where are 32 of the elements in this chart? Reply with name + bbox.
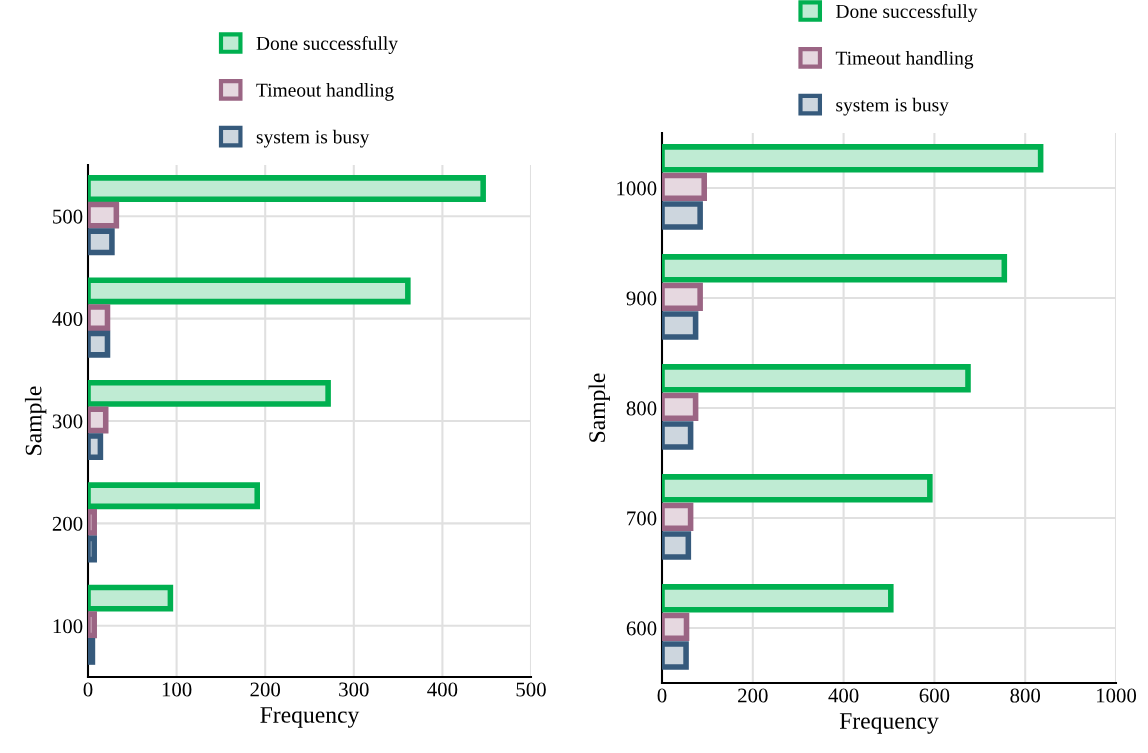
x-tick-label: 300 xyxy=(339,682,369,697)
y-tick-label: 400 xyxy=(52,311,83,327)
y-tick-label: 1000 xyxy=(617,181,657,196)
y-tick-label: 800 xyxy=(626,401,657,416)
legend-label: Done successfully xyxy=(256,36,398,54)
y-tick-label: 100 xyxy=(53,619,83,634)
legend-label: Timeout handling xyxy=(256,83,394,101)
y-tick-label: 200 xyxy=(52,516,83,531)
legend-label: Done successfully xyxy=(836,4,978,22)
x-tick-label: 0 xyxy=(83,682,93,697)
x-axis-title: Frequency xyxy=(260,707,360,728)
y-tick-label: 600 xyxy=(626,621,657,636)
y-axis-title: Sample xyxy=(24,386,47,455)
x-tick-label: 600 xyxy=(919,688,950,703)
y-tick-label: 500 xyxy=(53,209,83,224)
x-axis-title: Frequency xyxy=(839,713,939,734)
x-tick-label: 200 xyxy=(738,688,768,703)
legend-label: system is busy xyxy=(836,97,949,116)
x-tick-label: 400 xyxy=(427,682,458,697)
x-tick-label: 1000 xyxy=(1097,688,1137,703)
x-tick-label: 100 xyxy=(162,682,192,697)
x-tick-label: 800 xyxy=(1010,688,1041,703)
y-tick-label: 300 xyxy=(52,414,83,429)
y-tick-label: 700 xyxy=(627,511,657,526)
x-tick-label: 0 xyxy=(657,688,667,703)
legend-label: Timeout handling xyxy=(835,51,974,69)
y-tick-label: 900 xyxy=(626,291,657,306)
x-tick-label: 400 xyxy=(828,688,859,703)
y-axis-title: Sample xyxy=(588,373,610,442)
x-tick-label: 500 xyxy=(516,682,546,697)
legend-label: system is busy xyxy=(256,129,370,148)
x-tick-label: 200 xyxy=(250,682,281,697)
